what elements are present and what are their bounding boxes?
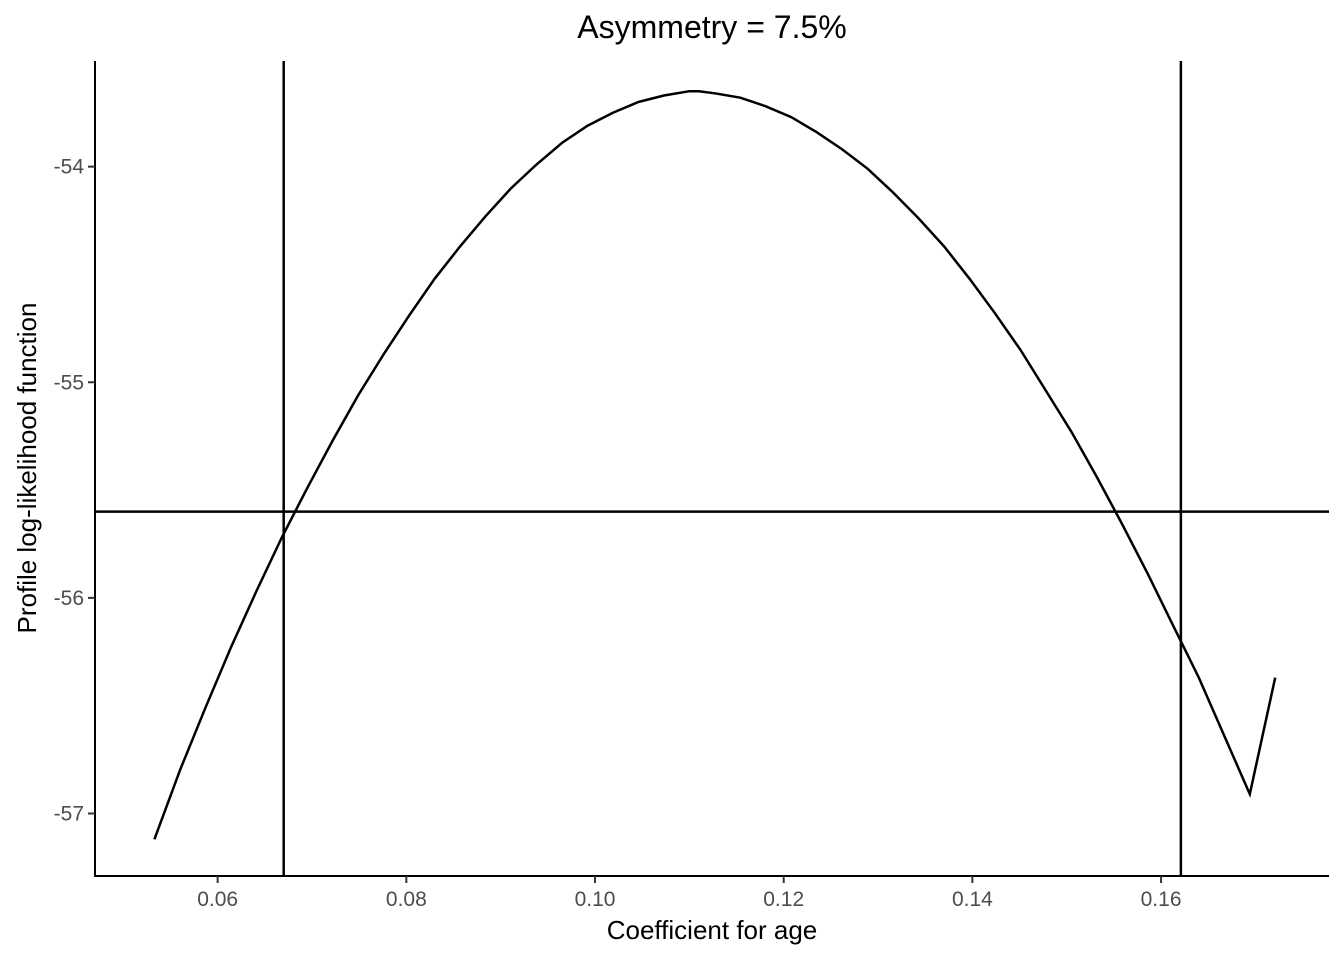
- x-tick-label: 0.14: [952, 888, 993, 911]
- y-tick-label: -56: [54, 587, 84, 610]
- y-tick-label: -54: [54, 156, 85, 179]
- profile-likelihood-curve: [153, 89, 1277, 840]
- x-tick-label: 0.12: [763, 888, 804, 911]
- reference-lines: [95, 61, 1329, 876]
- x-tick-label: 0.08: [386, 888, 427, 911]
- x-axis-ticks: 0.06 0.08 0.10 0.12 0.14 0.16: [197, 876, 1182, 911]
- chart-title: Asymmetry = 7.5%: [577, 9, 846, 45]
- x-tick-label: 0.10: [575, 888, 616, 911]
- y-axis-ticks: -54 -55 -56 -57: [54, 156, 95, 825]
- x-tick-label: 0.16: [1141, 888, 1182, 911]
- x-axis-title: Coefficient for age: [607, 915, 818, 945]
- y-tick-label: -55: [54, 371, 84, 394]
- x-tick-label: 0.06: [197, 888, 238, 911]
- y-tick-label: -57: [54, 802, 84, 825]
- y-axis-title: Profile log-likelihood function: [12, 303, 42, 634]
- plot-panel: [95, 61, 1329, 876]
